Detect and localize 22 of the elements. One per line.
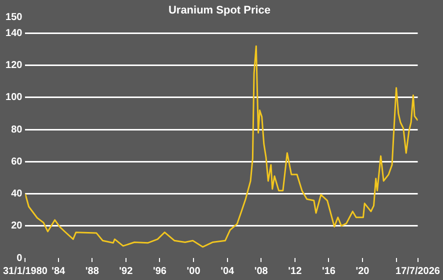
x-tick-label: '84 [52, 266, 66, 277]
y-tick-label: 40 [11, 188, 23, 200]
x-tick-label: '96 [152, 266, 167, 277]
x-tick-label: '08 [254, 266, 268, 277]
y-tick-label: 0 [16, 252, 23, 264]
x-tick-label: '16 [322, 266, 336, 277]
y-tick-label: 20 [11, 220, 23, 232]
x-tick-label: 17/7/2026 [396, 266, 440, 277]
y-tick-label: 100 [6, 92, 23, 104]
y-tick-label: 140 [6, 28, 23, 40]
x-tick-label: '92 [119, 266, 134, 277]
x-tick-label: '04 [220, 266, 234, 277]
x-tick-label: '00 [186, 266, 201, 277]
y-tick-label: 60 [11, 156, 23, 168]
x-tick-label: '12 [288, 266, 302, 277]
x-tick-label: 31/1/1980 [2, 266, 48, 277]
y-tick-label: 80 [11, 124, 23, 136]
y-tick-label: 150 [6, 12, 23, 23]
x-tick-label: '88 [85, 266, 100, 277]
y-tick-label: 120 [6, 60, 23, 72]
x-tick-label: '20 [356, 266, 370, 277]
chart-title: Uranium Spot Price [168, 4, 271, 17]
